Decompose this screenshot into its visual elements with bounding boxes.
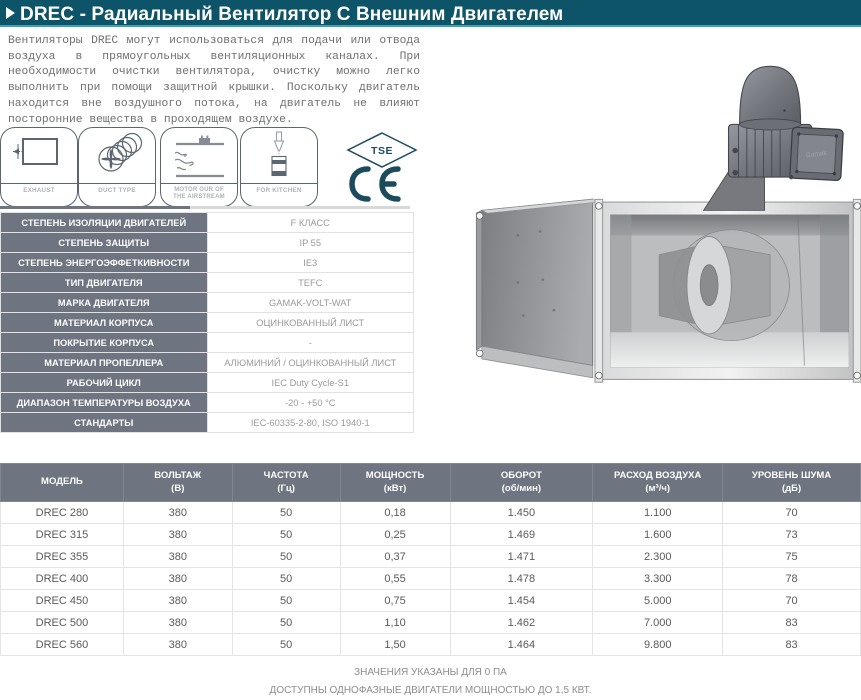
svg-text:TSE: TSE (371, 145, 393, 157)
